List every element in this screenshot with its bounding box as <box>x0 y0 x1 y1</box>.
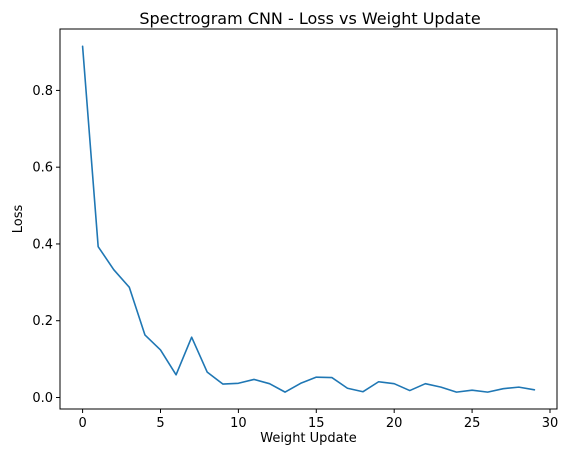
y-tick-label: 0.4 <box>32 237 53 252</box>
y-tick-label: 0.8 <box>32 84 53 99</box>
y-axis-label: Loss <box>11 205 26 234</box>
x-tick-label: 0 <box>78 416 86 431</box>
plot-frame <box>59 28 558 410</box>
x-axis-label: Weight Update <box>260 431 357 446</box>
x-tick-label: 30 <box>542 416 559 431</box>
y-axis: 0.0 0.2 0.4 0.6 0.8 <box>32 84 60 406</box>
series-group <box>81 45 536 393</box>
x-tick-label: 15 <box>308 416 325 431</box>
loss-series-line <box>81 45 536 393</box>
x-tick-label: 20 <box>386 416 403 431</box>
x-axis: 0 5 10 15 20 25 30 <box>78 409 558 431</box>
y-tick-label: 0.6 <box>32 161 53 176</box>
x-tick-label: 5 <box>156 416 164 431</box>
x-tick-label: 10 <box>230 416 247 431</box>
y-tick-label: 0.2 <box>32 314 53 329</box>
chart-title: Spectrogram CNN - Loss vs Weight Update <box>139 9 480 28</box>
x-tick-label: 25 <box>464 416 481 431</box>
plot-area <box>59 28 558 410</box>
y-tick-label: 0.0 <box>32 391 53 406</box>
